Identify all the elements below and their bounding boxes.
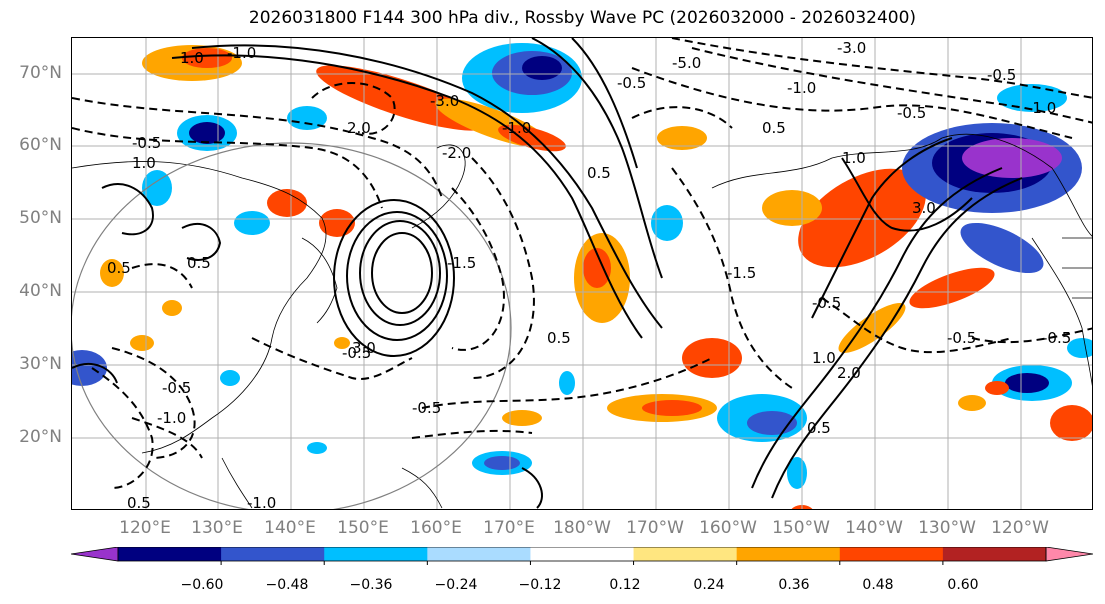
contour-label: 1.0 (132, 154, 156, 172)
contour-label: -0.5 (342, 344, 371, 362)
contour-label: 0.5 (807, 419, 831, 437)
colorbar-tick-label: 0.12 (609, 577, 641, 593)
contour-label: -0.5 (947, 329, 976, 347)
colorbar (70, 546, 1094, 581)
colorbar-extend-high (1045, 546, 1094, 562)
contour-label: -3.0 (837, 39, 866, 57)
contour-label: -0.5 (617, 74, 646, 92)
lon-label: 130°W (918, 518, 976, 538)
contour-label-layer: 1.0 -1.0 -0.5 0.5 0.5 -0.5 2.0 -3.0 3.0 … (107, 39, 1071, 510)
contour-label: -1.0 (502, 119, 531, 137)
lat-label: 70°N (19, 63, 62, 83)
contour-label: -1.0 (787, 79, 816, 97)
contour-label: 0.5 (762, 119, 786, 137)
colorbar-tick-label: 0.48 (862, 577, 894, 593)
colorbar-segment (839, 547, 944, 561)
colorbar-tick-label: −0.60 (180, 577, 224, 593)
colorbar-segment (942, 547, 1047, 561)
contour-label: -2.0 (442, 144, 471, 162)
contour-label: 3.0 (912, 199, 936, 217)
negative-contours (72, 38, 1092, 489)
colorbar-tick-label: 0.24 (693, 577, 725, 593)
contour-label: -0.5 (1042, 329, 1071, 347)
coastlines (72, 133, 1092, 509)
contour-label: -1.0 (247, 494, 276, 510)
lat-label: 30°N (19, 354, 62, 374)
lon-label: 170°W (626, 518, 684, 538)
graticule (72, 38, 1092, 509)
colorbar-segment (118, 547, 222, 561)
colorbar-segment (736, 547, 841, 561)
contour-label: 0.5 (107, 259, 131, 277)
contour-label: 0.5 (587, 164, 611, 182)
contour-label: 1.0 (842, 149, 866, 167)
contour-label: 1.0 (180, 49, 204, 67)
contour-label: -0.5 (987, 66, 1016, 84)
colorbar-segment (324, 547, 428, 561)
lat-label: 20°N (19, 427, 62, 447)
colorbar-tick-label: 0.60 (947, 577, 979, 593)
contour-label: -0.5 (412, 399, 441, 417)
lon-label: 140°W (845, 518, 903, 538)
colorbar-segment (530, 547, 635, 561)
lon-label: 140°E (264, 518, 316, 538)
lon-label: 160°W (699, 518, 757, 538)
contour-label: 2.0 (347, 119, 371, 137)
contour-label: -5.0 (672, 54, 701, 72)
colorbar-tick-label: 0.36 (778, 577, 810, 593)
region-circle (72, 142, 512, 509)
lon-label: 130°E (191, 518, 243, 538)
colorbar-tick-label: −0.12 (518, 577, 562, 593)
contour-label: -0.5 (897, 104, 926, 122)
map-svg: 1.0 -1.0 -0.5 0.5 0.5 -0.5 2.0 -3.0 3.0 … (72, 38, 1092, 510)
contour-label: -1.0 (227, 44, 256, 62)
contour-label: 0.5 (127, 494, 151, 510)
contour-label: -0.5 (162, 379, 191, 397)
contour-label: -0.5 (812, 294, 841, 312)
contour-label: 1.0 (812, 349, 836, 367)
colorbar-segments (70, 546, 1094, 565)
lon-label: 150°E (337, 518, 389, 538)
colorbar-segment (427, 547, 531, 561)
colorbar-segment (221, 547, 325, 561)
contour-label: -1.5 (727, 264, 756, 282)
colorbar-tick-label: −0.36 (349, 577, 393, 593)
colorbar-tick-label: −0.48 (265, 577, 309, 593)
contour-label: 3.0 (352, 339, 376, 357)
contour-label: -3.0 (430, 92, 459, 110)
colorbar-extend-low (70, 546, 119, 562)
map-panel: 1.0 -1.0 -0.5 0.5 0.5 -0.5 2.0 -3.0 3.0 … (71, 37, 1093, 510)
lon-label: 120°E (119, 518, 171, 538)
colorbar-outline (117, 546, 1047, 562)
colorbar-tick-label: −0.24 (434, 577, 478, 593)
contour-label: -1.0 (1027, 99, 1056, 117)
contour-label: 0.5 (547, 329, 571, 347)
plot-title: 2026031800 F144 300 hPa div., Rossby Wav… (248, 8, 917, 28)
colorbar-segment (633, 547, 738, 561)
colorbar-svg (70, 546, 1094, 565)
lat-label: 50°N (19, 208, 62, 228)
contour-label: -1.0 (157, 409, 186, 427)
lat-label: 60°N (19, 135, 62, 155)
lon-label: 150°W (772, 518, 830, 538)
lon-label: 180°W (553, 518, 611, 538)
lat-label: 40°N (19, 281, 62, 301)
contour-label: 2.0 (837, 364, 861, 382)
contour-label: -1.5 (447, 254, 476, 272)
lon-label: 160°E (410, 518, 462, 538)
positive-contours (72, 38, 1023, 509)
lon-label: 120°W (991, 518, 1049, 538)
contour-label: -0.5 (132, 134, 161, 152)
lon-label: 170°E (483, 518, 535, 538)
contour-label: 0.5 (187, 254, 211, 272)
